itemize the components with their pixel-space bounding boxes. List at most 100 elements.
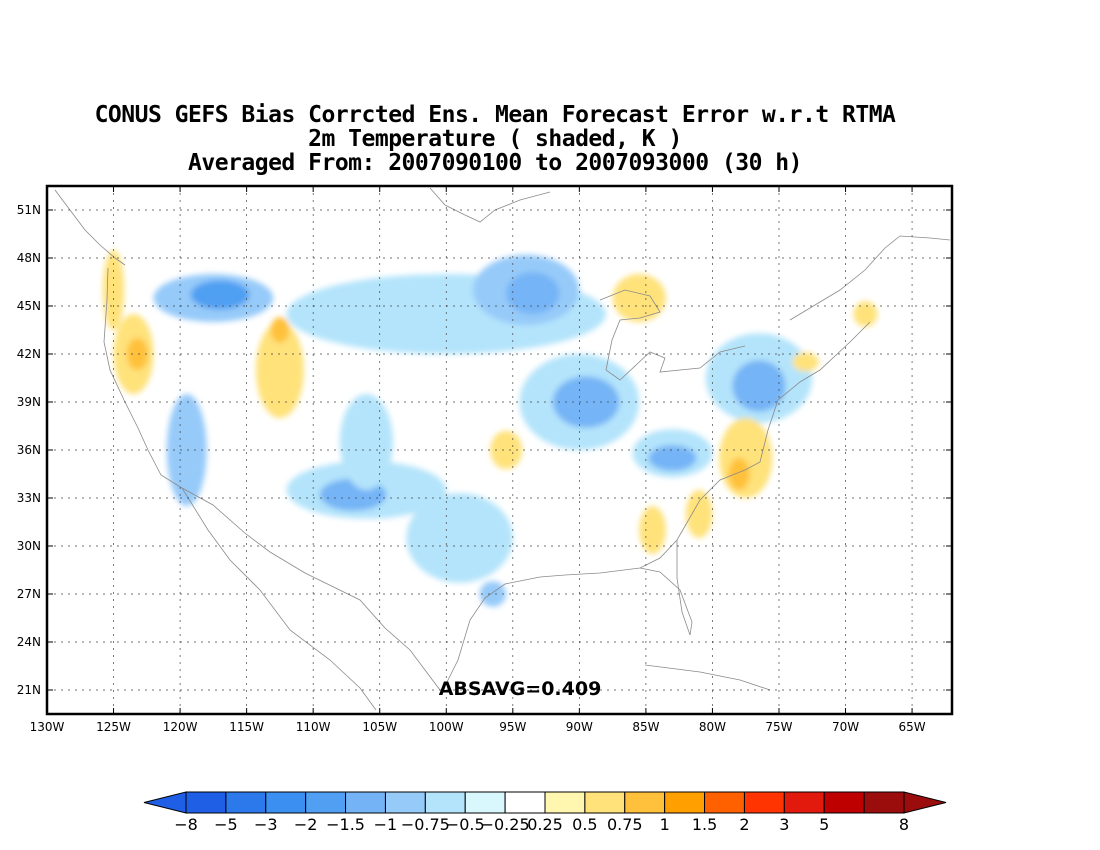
- colorbar-swatch: [424, 791, 466, 814]
- colorbar-label: −1: [374, 815, 398, 834]
- shaded-region: [728, 458, 750, 490]
- colorbar-label: 1.5: [692, 815, 717, 834]
- great-lakes-line: [599, 289, 746, 381]
- lat-label: 21N: [17, 683, 41, 697]
- mexico-pacific-line: [181, 487, 377, 711]
- lat-label: 36N: [17, 443, 41, 457]
- shaded-region: [126, 338, 149, 370]
- absavg-annotation: ABSAVG=0.409: [439, 678, 602, 700]
- shaded-region: [270, 317, 290, 343]
- shaded-region: [648, 445, 697, 471]
- shaded-region: [166, 394, 207, 506]
- shaded-region: [506, 272, 560, 315]
- cuba-line: [644, 664, 771, 691]
- colorbar-swatch: [384, 791, 426, 814]
- lon-label: 125W: [96, 720, 131, 734]
- lat-label: 30N: [17, 539, 41, 553]
- colorbar-label: 2: [739, 815, 749, 834]
- shaded-region: [685, 490, 713, 538]
- chart-title-line-1: CONUS GEFS Bias Corrcted Ens. Mean Forec…: [94, 102, 896, 128]
- shaded-region: [339, 394, 394, 490]
- colorbar-low-arrow: [143, 791, 187, 814]
- colorbar-swatch: [544, 791, 586, 814]
- colorbar-label: −0.25: [481, 815, 530, 834]
- texas-coast-line: [441, 539, 678, 693]
- colorbar-label: −3: [254, 815, 278, 834]
- shaded-region: [612, 274, 666, 322]
- colorbar-swatch: [743, 791, 785, 814]
- colorbar-label: −5: [214, 815, 238, 834]
- canada-coast-line: [789, 235, 951, 321]
- lon-label: 90W: [566, 720, 593, 734]
- colorbar-swatch: [624, 791, 666, 814]
- colorbar-label: 1: [660, 815, 670, 834]
- lon-label: 75W: [765, 720, 792, 734]
- lon-label: 70W: [832, 720, 859, 734]
- alaska-bc-coast-line: [54, 189, 126, 266]
- colorbar-label: −0.5: [446, 815, 485, 834]
- colorbar-swatch: [265, 791, 307, 814]
- colorbar-label: −8: [174, 815, 198, 834]
- florida-coast-line: [639, 321, 871, 636]
- colorbar-label: 8: [899, 815, 909, 834]
- lat-label: 48N: [17, 251, 41, 265]
- colorbar-swatch: [225, 791, 267, 814]
- colorbar-swatch: [504, 791, 546, 814]
- lat-label: 33N: [17, 491, 41, 505]
- lon-label: 95W: [499, 720, 526, 734]
- colorbar-label: 0.5: [572, 815, 597, 834]
- shaded-region: [639, 506, 666, 554]
- chart-title-line-3: Averaged From: 2007090100 to 2007093000 …: [188, 150, 802, 176]
- lat-label: 45N: [17, 299, 41, 313]
- shaded-region: [406, 493, 513, 583]
- lat-label: 51N: [17, 203, 41, 217]
- colorbar-swatch: [464, 791, 506, 814]
- colorbar-swatch: [584, 791, 626, 814]
- colorbar: −8 −5 −3 −2 −1.5 −1 −0.75−0.5−0.250.25 0.5 0.75 1…: [143, 791, 947, 834]
- lon-label: 105W: [362, 720, 397, 734]
- axis-ticks: [46, 186, 952, 714]
- colorbar-label: −2: [294, 815, 318, 834]
- lon-label: 100W: [429, 720, 464, 734]
- longitude-labels: 130W 125W 120W 115W 110W 105W 100W 95W 90W 85W 80W…: [30, 720, 926, 734]
- latitude-labels: 51N 48N 45N 42N 39N 36N 33N 30N 27N 24N 21N: [17, 203, 41, 697]
- colorbar-swatch: [345, 791, 386, 814]
- shaded-region: [732, 360, 786, 412]
- colorbar-swatch: [185, 791, 227, 814]
- lat-label: 39N: [17, 395, 41, 409]
- colorbar-label: 0.75: [607, 815, 643, 834]
- shaded-region: [792, 352, 819, 372]
- west-coast-line: [103, 267, 183, 489]
- colorbar-swatch: [783, 791, 825, 814]
- gulf-coast-line: [181, 487, 441, 691]
- colorbar-label: 5: [819, 815, 829, 834]
- hudson-bay-line: [429, 187, 551, 223]
- lon-label: 120W: [163, 720, 198, 734]
- colorbar-label: −1.5: [326, 815, 365, 834]
- colorbar-swatch: [305, 791, 347, 814]
- shaded-field: [102, 250, 878, 607]
- lat-label: 42N: [17, 347, 41, 361]
- lon-label: 80W: [699, 720, 726, 734]
- chart-title-line-2: 2m Temperature ( shaded, K ): [308, 126, 682, 152]
- colorbar-high-arrow: [903, 791, 947, 814]
- plot-area: [47, 186, 952, 714]
- shaded-region: [853, 301, 878, 327]
- colorbar-label: 0.25: [527, 815, 563, 834]
- colorbar-swatch: [823, 791, 865, 814]
- coastlines: [54, 187, 951, 711]
- lat-label: 24N: [17, 635, 41, 649]
- lon-label: 85W: [632, 720, 659, 734]
- shaded-region: [255, 322, 304, 418]
- colorbar-swatch: [704, 791, 745, 814]
- colorbar-label: −0.75: [401, 815, 450, 834]
- lon-label: 115W: [229, 720, 264, 734]
- shaded-region: [490, 430, 523, 470]
- colorbar-swatch: [664, 791, 706, 814]
- lon-label: 110W: [296, 720, 331, 734]
- colorbar-label: 3: [779, 815, 789, 834]
- lon-label: 65W: [899, 720, 926, 734]
- colorbar-swatch: [863, 791, 905, 814]
- lat-label: 27N: [17, 587, 41, 601]
